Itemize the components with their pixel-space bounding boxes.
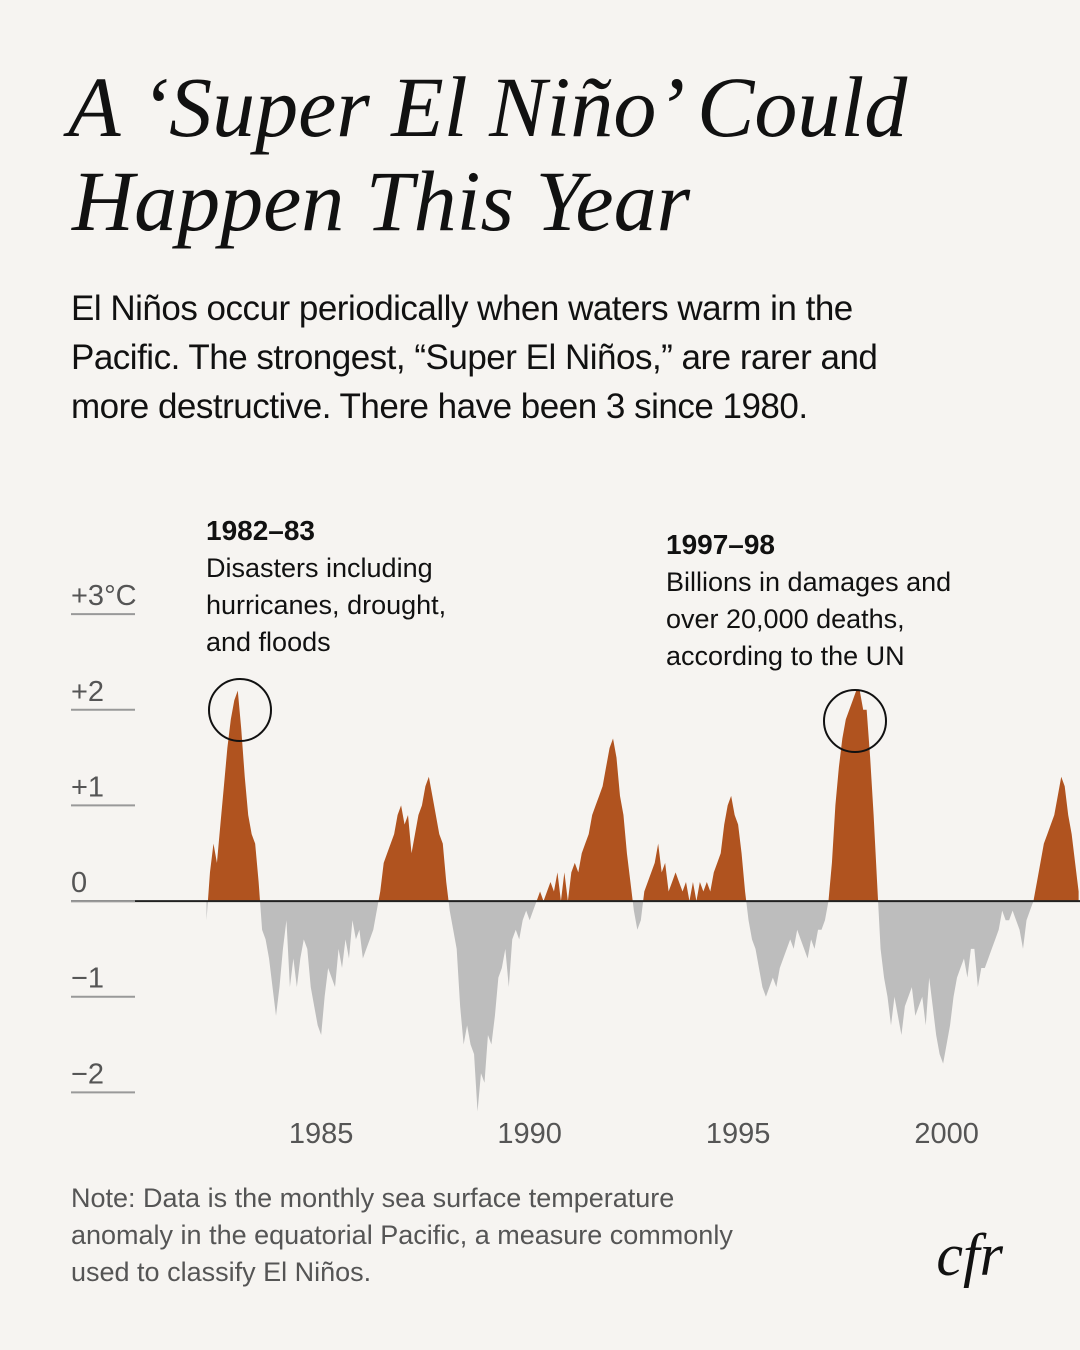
annotation-text: and floods <box>206 627 331 657</box>
y-tick-label: +2 <box>71 676 104 708</box>
annotation-text: Disasters including <box>206 553 433 583</box>
x-tick-label: 2000 <box>914 1118 979 1150</box>
logo: cfr <box>936 1222 1003 1288</box>
annotation-title: 1982–83 <box>206 515 315 546</box>
plot: +3°C +2 +1 0 −1 −2 1985 1990 1995 2000 <box>71 580 1080 1150</box>
annotation-text: according to the UN <box>666 641 905 671</box>
subtitle-line: Pacific. The strongest, “Super El Niños,… <box>71 338 877 377</box>
x-tick-label: 1990 <box>497 1118 562 1150</box>
y-tick-label: 0 <box>71 867 87 899</box>
subtitle-line: El Niños occur periodically when waters … <box>71 289 853 328</box>
subtitle-line: more destructive. There have been 3 sinc… <box>71 387 808 426</box>
title-line: A ‘Super El Niño’ Could <box>63 59 908 155</box>
x-tick-label: 1985 <box>289 1118 354 1150</box>
title-line: Happen This Year <box>71 153 691 249</box>
y-tick-label: +3°C <box>71 580 137 612</box>
highlight-circle <box>823 689 887 753</box>
annotation-text: over 20,000 deaths, <box>666 604 905 634</box>
annotation-text: Billions in damages and <box>666 567 951 597</box>
area-negative <box>206 901 1034 1112</box>
annotation-text: hurricanes, drought, <box>206 590 446 620</box>
y-tick-label: −1 <box>71 963 104 995</box>
annotation-title: 1997–98 <box>666 529 775 560</box>
note-line: anomaly in the equatorial Pacific, a mea… <box>71 1220 733 1250</box>
x-tick-label: 1995 <box>706 1118 771 1150</box>
highlight-circle <box>208 678 272 742</box>
area-positive <box>206 690 1079 902</box>
note-line: used to classify El Niños. <box>71 1257 371 1287</box>
y-tick-label: +1 <box>71 771 104 803</box>
note-line: Note: Data is the monthly sea surface te… <box>71 1183 674 1213</box>
y-tick-label: −2 <box>71 1058 104 1090</box>
